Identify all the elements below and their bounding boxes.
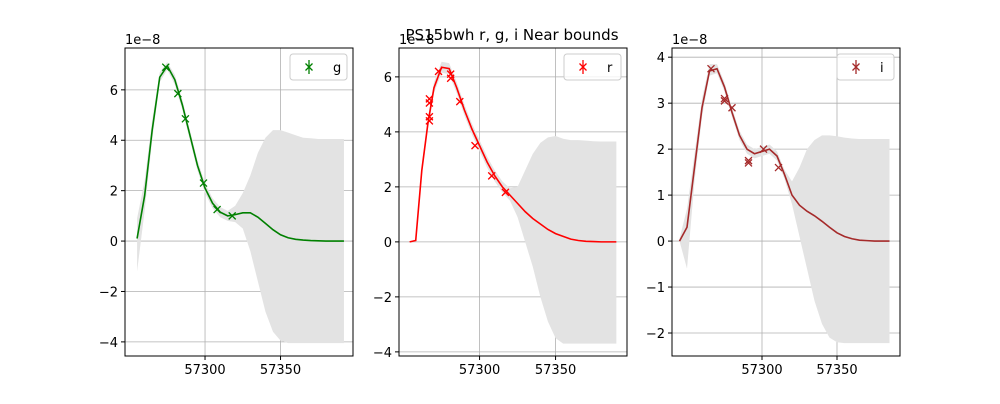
y-tick-label: −4: [373, 346, 392, 361]
data-point: [434, 67, 443, 76]
data-point: [759, 145, 768, 154]
legend-label: i: [880, 61, 884, 76]
y-tick-label: 6: [384, 71, 392, 86]
legend-box: [289, 53, 348, 81]
data-point: [487, 171, 496, 180]
y-tick-label: 2: [657, 143, 665, 158]
data-point: [181, 114, 190, 123]
y-tick-label: −2: [373, 291, 392, 306]
y-tick-label: 2: [384, 181, 392, 196]
subplot: 57300 57350 −2 −1 0 1 2 3 4 1e−8 i: [646, 33, 901, 378]
data-point: [728, 103, 736, 112]
data-point: [744, 156, 753, 165]
x-tick-label: 57350: [816, 363, 857, 378]
y-tick-label: −2: [646, 327, 665, 342]
axes-frame: [671, 47, 901, 357]
y-tick-label: 4: [657, 51, 665, 66]
offset-label: 1e−8: [399, 33, 434, 48]
data-point: [471, 141, 479, 150]
data-point: [744, 158, 753, 167]
x-tick-label: 57350: [260, 363, 301, 378]
data-point: [446, 74, 455, 83]
data-point: [173, 89, 182, 98]
data-point: [199, 179, 208, 188]
y-tick-label: 3: [657, 97, 665, 112]
data-point: [425, 112, 434, 121]
offset-label: 1e−8: [125, 33, 160, 48]
data-point: [161, 63, 170, 72]
y-tick-label: 2: [110, 185, 118, 200]
data-point: [455, 97, 464, 106]
uncertainty-band: [679, 64, 890, 344]
data-point: [228, 211, 237, 220]
legend-marker: [579, 63, 587, 71]
axes-frame: [124, 47, 354, 357]
data-point: [720, 94, 729, 103]
subplot: 57300 57350 −4 −2 0 2 4 6 1e−8 g: [99, 33, 354, 378]
legend-label: r: [607, 61, 613, 76]
y-tick-label: −4: [99, 336, 118, 351]
x-tick-label: 57300: [184, 363, 225, 378]
y-tick-label: 4: [384, 126, 392, 141]
legend-label: g: [333, 61, 341, 76]
data-point: [213, 205, 222, 214]
x-tick-label: 57300: [741, 363, 782, 378]
x-tick-label: 57300: [459, 363, 500, 378]
y-tick-label: 0: [657, 235, 665, 250]
y-tick-label: −2: [99, 285, 118, 300]
legend-marker: [305, 63, 313, 71]
legend-box: [836, 53, 895, 81]
x-tick-label: 57350: [535, 363, 576, 378]
data-point: [501, 188, 510, 197]
y-tick-label: 4: [110, 134, 118, 149]
model-line: [136, 64, 344, 242]
subplot: 57300 57350 −4 −2 0 2 4 6 1e−8 r: [373, 33, 628, 378]
legend-marker: [852, 63, 860, 71]
data-point: [425, 94, 434, 103]
data-point: [707, 64, 715, 73]
y-tick-label: 6: [110, 84, 118, 99]
y-tick-label: 0: [384, 236, 392, 251]
data-point: [720, 96, 729, 105]
data-point: [774, 163, 783, 172]
legend-box: [563, 53, 622, 81]
y-tick-label: −1: [646, 281, 665, 296]
y-tick-label: 1: [657, 189, 665, 204]
offset-label: 1e−8: [672, 33, 707, 48]
uncertainty-band: [409, 61, 617, 344]
y-tick-label: 0: [110, 235, 118, 250]
axes-frame: [398, 47, 628, 357]
figure-title: PS15bwh r, g, i Near bounds: [405, 26, 618, 44]
